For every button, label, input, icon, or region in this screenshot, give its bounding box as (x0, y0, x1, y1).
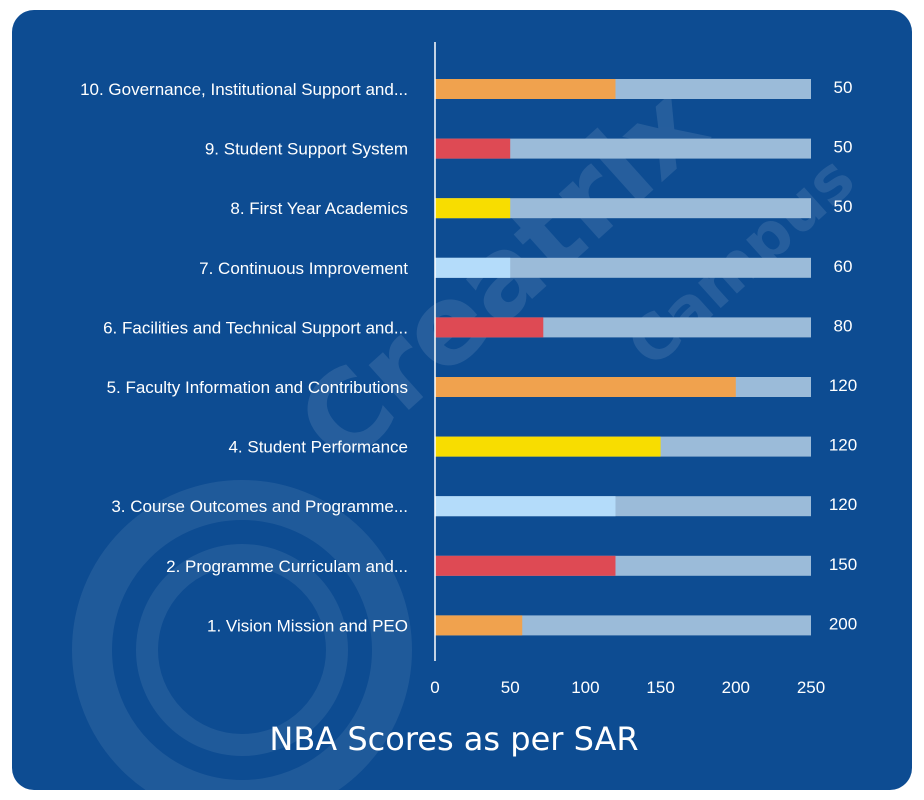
x-tick-label: 0 (430, 678, 439, 697)
max-score-label: 50 (834, 78, 853, 97)
max-score-label: 50 (834, 197, 853, 216)
max-score-label: 200 (829, 614, 857, 633)
category-label: 10. Governance, Institutional Support an… (80, 80, 408, 99)
bar (435, 198, 511, 219)
category-labels: 10. Governance, Institutional Support an… (80, 80, 408, 635)
category-label: 3. Course Outcomes and Programme... (111, 497, 408, 516)
bar (435, 79, 616, 99)
x-tick-label: 100 (571, 678, 599, 697)
bar-track (435, 257, 811, 278)
category-label: 4. Student Performance (228, 438, 408, 457)
x-tick-label: 50 (501, 678, 520, 697)
bar (435, 615, 523, 636)
watermark: Creatrix Campus (72, 60, 868, 790)
chart-title: NBA Scores as per SAR (269, 720, 638, 758)
max-score-label: 60 (834, 257, 853, 276)
x-tick-label: 250 (797, 678, 825, 697)
category-label: 6. Facilities and Technical Support and.… (103, 318, 408, 337)
category-label: 8. First Year Academics (230, 199, 408, 218)
bar (435, 377, 736, 397)
category-label: 1. Vision Mission and PEO (207, 616, 408, 635)
bar-track (435, 138, 811, 159)
bar-track (435, 615, 811, 636)
bar-track (435, 198, 811, 219)
max-score-label: 120 (829, 436, 857, 455)
category-label: 5. Faculty Information and Contributions (107, 378, 408, 397)
max-score-label: 120 (829, 376, 857, 395)
bars-group (435, 79, 811, 636)
bar (435, 555, 616, 576)
watermark-swirl-icon (72, 480, 412, 790)
max-score-labels: 50 50 50 60 80 120 120 120 150 200 (829, 78, 857, 633)
x-tick-label: 150 (646, 678, 674, 697)
bar (435, 317, 544, 338)
bar (435, 496, 616, 517)
bar (435, 436, 661, 457)
category-label: 2. Programme Curriculam and... (166, 557, 408, 576)
category-label: 9. Student Support System (205, 140, 408, 159)
max-score-label: 150 (829, 555, 857, 574)
max-score-label: 50 (834, 138, 853, 157)
chart-card: Creatrix Campus 10. Governance, Institut… (12, 10, 912, 790)
bar-chart: Creatrix Campus 10. Governance, Institut… (72, 42, 868, 790)
bar (435, 138, 511, 159)
max-score-label: 80 (834, 316, 853, 335)
x-tick-label: 200 (722, 678, 750, 697)
category-label: 7. Continuous Improvement (199, 259, 408, 278)
x-axis-ticks: 0 50 100 150 200 250 (430, 678, 825, 697)
max-score-label: 120 (829, 495, 857, 514)
bar (435, 257, 511, 278)
